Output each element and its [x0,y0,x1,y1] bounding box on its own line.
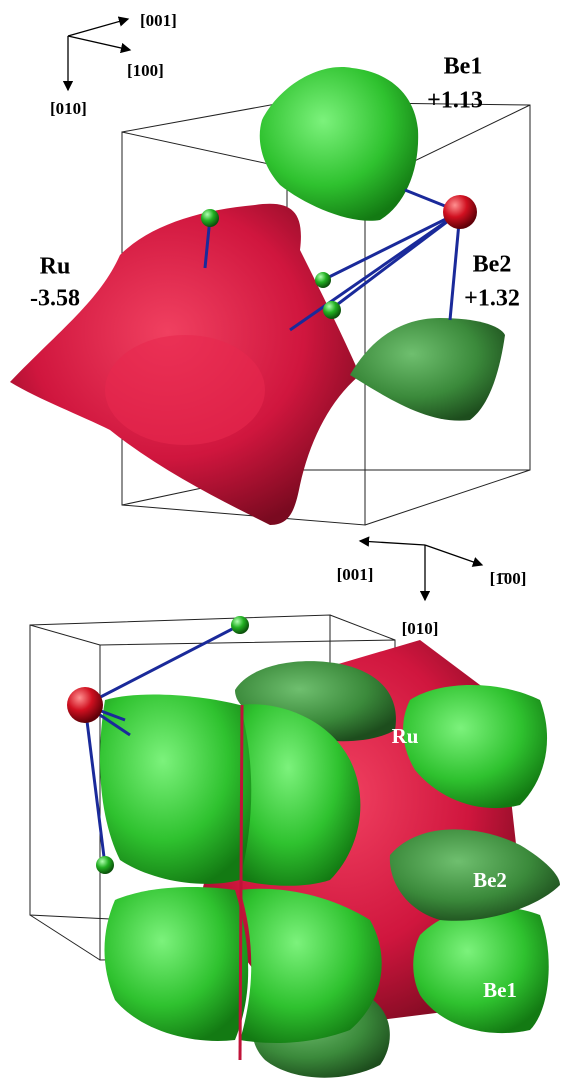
atom-label: Be2 [473,252,512,278]
axis-arrow [68,36,130,50]
be-atom [201,209,219,227]
axis-label: [1̄00] [490,569,527,588]
axis-label: [001] [337,565,374,584]
be1-isosurface [413,907,548,1033]
surface-shade [105,335,265,445]
charge-label: +1.13 [427,88,483,114]
be-atom [96,856,114,874]
axis-label: [001] [140,11,177,30]
top-panel: [001] [100] [010] Be1 +1.13 Ru -3.58 Be2… [10,11,530,525]
be1-isosurface [100,695,257,884]
atom-label: Be1 [444,54,483,80]
be1-isosurface [260,67,418,221]
ru-atom [443,195,477,229]
axis-arrow [360,541,425,545]
atom-label: Ru [40,254,71,280]
atom-label: Be2 [473,868,507,892]
axis-label: [100] [127,61,164,80]
axes-triad: [001] [100] [010] [50,11,177,118]
charge-label: -3.58 [30,286,80,312]
axis-arrow [68,19,128,36]
axis-arrow [425,545,482,565]
axis-label: [010] [50,99,87,118]
be2-isosurface [350,318,505,421]
ru-atom [67,687,103,723]
figure: [001] [100] [010] Be1 +1.13 Ru -3.58 Be2… [0,0,561,1084]
bottom-panel: [001] [1̄00] [010] Ru Be2 Be1 [30,541,560,1078]
be-atom [231,616,249,634]
be-atom [315,272,331,288]
surface-edge [240,705,242,1060]
atom-label: Ru [392,724,419,748]
be1-isosurface [104,887,248,1041]
axis-label: [010] [402,619,439,638]
atom-label: Be1 [483,978,517,1002]
be-atom [323,301,341,319]
axes-triad: [001] [1̄00] [010] [337,541,527,638]
charge-label: +1.32 [464,286,520,312]
